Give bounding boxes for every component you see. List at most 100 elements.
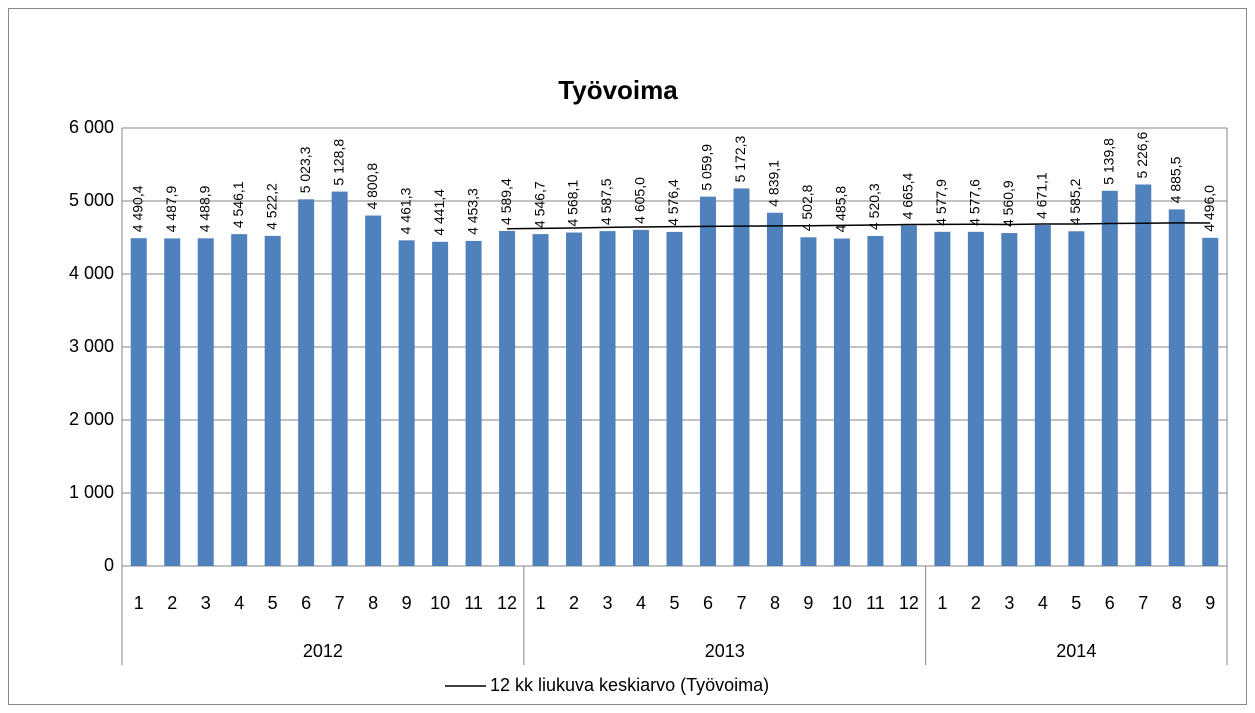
data-label: 5 023,3 xyxy=(297,146,313,193)
bar xyxy=(1068,231,1085,566)
x-tick-label: 4 xyxy=(234,593,244,613)
bar xyxy=(499,230,516,566)
bar xyxy=(164,238,181,566)
data-label: 4 487,9 xyxy=(163,185,179,232)
x-tick-label: 7 xyxy=(335,593,345,613)
bar xyxy=(1202,237,1219,567)
bar xyxy=(934,231,951,566)
bar xyxy=(733,188,750,566)
bar xyxy=(331,191,348,566)
data-label: 4 502,8 xyxy=(799,184,815,231)
x-tick-label: 9 xyxy=(1205,593,1215,613)
x-tick-label: 10 xyxy=(430,593,450,613)
data-label: 4 490,4 xyxy=(129,185,145,232)
x-tick-label: 9 xyxy=(803,593,813,613)
y-tick-label: 3 000 xyxy=(69,336,114,356)
x-tick-label: 3 xyxy=(201,593,211,613)
data-label: 4 665,4 xyxy=(900,173,916,220)
bar xyxy=(867,236,884,566)
bar xyxy=(532,234,549,567)
bar xyxy=(130,238,147,566)
bar xyxy=(1135,184,1152,567)
bar xyxy=(465,240,482,566)
bar xyxy=(432,241,449,566)
data-label: 4 585,2 xyxy=(1067,178,1083,225)
y-tick-label: 0 xyxy=(104,555,114,575)
data-label: 4 576,4 xyxy=(665,179,681,226)
line xyxy=(507,222,1211,230)
y-tick-label: 2 000 xyxy=(69,409,114,429)
x-tick-label: 6 xyxy=(301,593,311,613)
data-label: 4 522,2 xyxy=(263,183,279,230)
bar xyxy=(599,231,616,567)
x-tick-label: 2 xyxy=(569,593,579,613)
x-tick-label: 2 xyxy=(971,593,981,613)
chart-frame xyxy=(8,8,1247,705)
data-label: 4 485,8 xyxy=(833,186,849,233)
data-label: 4 546,1 xyxy=(230,181,246,228)
y-tick-label: 4 000 xyxy=(69,263,114,283)
data-label: 4 560,9 xyxy=(1000,180,1016,227)
x-tick-label: 11 xyxy=(464,593,483,613)
x-tick-label: 11 xyxy=(866,593,885,613)
group-label: 2014 xyxy=(1056,641,1096,661)
bar xyxy=(1001,233,1018,566)
bar xyxy=(1034,225,1051,566)
data-label: 4 587,5 xyxy=(598,178,614,225)
data-label: 5 128,8 xyxy=(330,139,346,186)
x-tick-label: 4 xyxy=(1038,593,1048,613)
bar xyxy=(1168,209,1185,566)
bar xyxy=(666,231,683,567)
x-tick-label: 5 xyxy=(669,593,679,613)
x-tick-label: 12 xyxy=(899,593,919,613)
bar xyxy=(365,215,382,566)
group-label: 2012 xyxy=(303,641,343,661)
bar xyxy=(298,199,315,566)
data-label: 4 605,0 xyxy=(632,177,648,224)
data-label: 4 453,3 xyxy=(464,188,480,235)
x-tick-label: 12 xyxy=(497,593,517,613)
y-tick-label: 5 000 xyxy=(69,190,114,210)
bar xyxy=(566,232,583,567)
data-label: 5 059,9 xyxy=(699,144,715,191)
legend-label: 12 kk liukuva keskiarvo (Työvoima) xyxy=(490,675,769,695)
y-tick-label: 1 000 xyxy=(69,482,114,502)
x-tick-label: 5 xyxy=(268,593,278,613)
data-label: 4 577,9 xyxy=(933,179,949,226)
bar xyxy=(1101,190,1118,566)
bar xyxy=(833,238,850,566)
group-label: 2013 xyxy=(705,641,745,661)
x-tick-label: 6 xyxy=(1105,593,1115,613)
bar xyxy=(398,240,415,566)
data-label: 4 496,0 xyxy=(1201,185,1217,232)
data-label: 4 520,3 xyxy=(866,183,882,230)
x-tick-label: 7 xyxy=(1138,593,1148,613)
x-tick-label: 6 xyxy=(703,593,713,613)
x-tick-label: 9 xyxy=(402,593,412,613)
x-tick-label: 1 xyxy=(937,593,947,613)
x-tick-label: 4 xyxy=(636,593,646,613)
x-tick-label: 1 xyxy=(536,593,546,613)
data-label: 4 488,9 xyxy=(196,185,212,232)
data-label: 4 589,4 xyxy=(498,178,514,225)
y-tick-label: 6 000 xyxy=(69,117,114,137)
x-tick-label: 7 xyxy=(736,593,746,613)
bar xyxy=(900,225,917,567)
x-tick-label: 2 xyxy=(167,593,177,613)
data-label: 4 577,6 xyxy=(967,179,983,226)
bar xyxy=(766,212,783,566)
x-tick-label: 8 xyxy=(1172,593,1182,613)
bar xyxy=(633,229,650,566)
chart-title: Työvoima xyxy=(558,75,678,105)
x-tick-label: 3 xyxy=(603,593,613,613)
x-tick-label: 3 xyxy=(1004,593,1014,613)
data-label: 5 139,8 xyxy=(1101,138,1117,185)
x-tick-label: 8 xyxy=(368,593,378,613)
x-tick-label: 8 xyxy=(770,593,780,613)
bar xyxy=(800,237,817,566)
data-label: 5 172,3 xyxy=(732,135,748,182)
data-label: 4 441,4 xyxy=(431,189,447,236)
bar xyxy=(231,234,248,566)
x-tick-label: 10 xyxy=(832,593,852,613)
